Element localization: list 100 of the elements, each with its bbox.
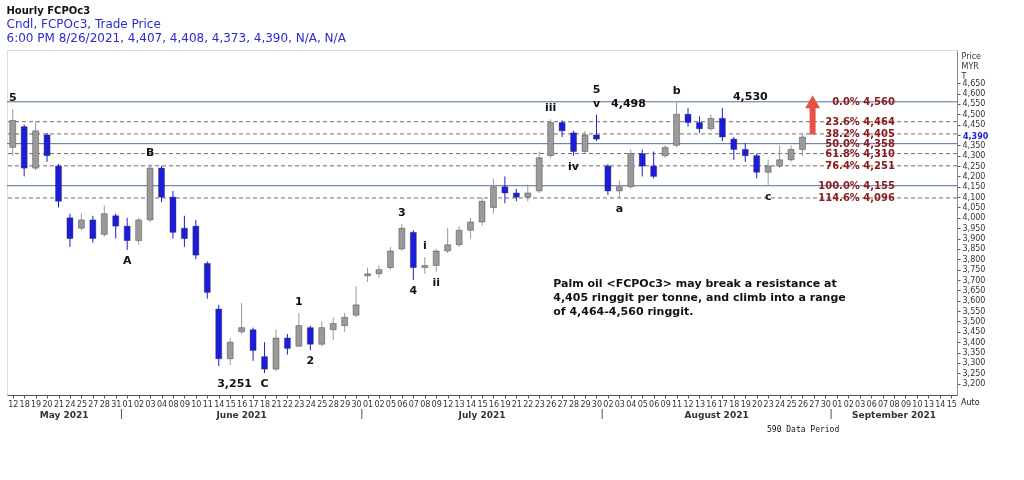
candlestick bbox=[89, 215, 97, 244]
x-tick-label: 14 bbox=[935, 399, 946, 409]
x-tick-label: 07 bbox=[408, 399, 419, 409]
x-tick-label: 15 bbox=[477, 399, 488, 409]
candlestick bbox=[570, 130, 577, 157]
candlestick bbox=[444, 227, 451, 254]
x-tick-label: 02 bbox=[603, 399, 614, 409]
x-tick-label: 18 bbox=[729, 399, 740, 409]
candlestick bbox=[742, 142, 749, 163]
candlestick bbox=[330, 316, 337, 341]
y-tick-label: 4,350 bbox=[962, 140, 986, 150]
candlestick bbox=[490, 177, 497, 215]
x-tick-label: 26 bbox=[546, 399, 557, 409]
annotation: Palm oil <FCPOc3> may break a resistance at 4,405 ringgit per tonne, and climb into a range of 4,464-4,560 ringgit. bbox=[553, 276, 846, 318]
x-tick-label: 08 bbox=[168, 399, 179, 409]
annotation: 5 bbox=[592, 82, 601, 96]
candlestick bbox=[719, 107, 726, 142]
y-tick-label: 4,550 bbox=[962, 99, 986, 109]
annotation: 5 bbox=[8, 91, 17, 105]
y-tick-label: 3,600 bbox=[962, 296, 986, 306]
x-tick-label: 29 bbox=[580, 399, 591, 409]
candlestick bbox=[478, 196, 486, 227]
y-tick-label: 3,300 bbox=[962, 358, 986, 368]
x-tick-label: 16 bbox=[706, 399, 717, 409]
annotation: iii bbox=[545, 101, 557, 115]
candlestick bbox=[66, 213, 74, 248]
x-tick-label: 24 bbox=[775, 399, 786, 409]
x-tick-label: 18 bbox=[259, 399, 271, 409]
x-tick-label: 28 bbox=[328, 399, 339, 409]
annotation: C bbox=[260, 377, 269, 391]
x-tick-label: 02 bbox=[374, 399, 385, 409]
candlestick bbox=[581, 130, 589, 155]
y-tick-label: 4,500 bbox=[962, 109, 986, 119]
x-tick-label: 04 bbox=[626, 399, 637, 409]
x-tick-label: 06 bbox=[649, 399, 660, 409]
x-tick-label: 13 bbox=[694, 399, 706, 409]
candlestick bbox=[639, 148, 646, 177]
candlestick bbox=[226, 337, 234, 366]
x-tick-label: 22 bbox=[523, 399, 534, 409]
text: July 2021 bbox=[457, 410, 506, 420]
x-tick-label: 31 bbox=[111, 399, 122, 409]
candlestick bbox=[284, 333, 291, 356]
candlestick bbox=[398, 223, 406, 252]
x-tick-label: 30 bbox=[820, 399, 831, 409]
x-tick-label: 27 bbox=[809, 399, 820, 409]
candlestick bbox=[318, 320, 325, 347]
x-tick-label: 05 bbox=[637, 399, 648, 409]
x-tick-label: 21 bbox=[511, 399, 522, 409]
x-tick-label: 30 bbox=[351, 399, 362, 409]
annotation: 1 bbox=[295, 295, 303, 309]
x-tick-label: 25 bbox=[317, 399, 328, 409]
chart-subtitle: Cndl, FCPOc3, Trade Price 6:00 PM 8/26/2021, 4,407, 4,408, 4,373, 4,390, N/A, N/A bbox=[6, 17, 347, 45]
x-tick-label: 19 bbox=[740, 399, 751, 409]
x-tick-label: 16 bbox=[237, 399, 248, 409]
x-tick-label: 11 bbox=[671, 399, 683, 409]
y-tick-label: 3,400 bbox=[962, 337, 986, 347]
x-tick-label: 06 bbox=[397, 399, 408, 409]
x-tick-label: 23 bbox=[763, 399, 774, 409]
x-tick-label: 19 bbox=[500, 399, 511, 409]
ref-line-label: 114.6% 4,096 bbox=[818, 191, 896, 203]
candlestick bbox=[375, 265, 383, 279]
candlestick bbox=[501, 175, 509, 204]
x-tick-label: 01 bbox=[362, 399, 374, 409]
y-tick-label: 3,850 bbox=[962, 244, 986, 254]
y-tick-label: 3,450 bbox=[962, 327, 986, 337]
y-tick-label: 4,150 bbox=[962, 182, 986, 192]
x-tick-label: 30 bbox=[591, 399, 603, 409]
y-tick-label: 3,750 bbox=[962, 265, 986, 275]
annotation: b bbox=[672, 83, 681, 97]
x-tick-label: 18 bbox=[19, 399, 30, 409]
candlestick bbox=[467, 217, 474, 240]
candlestick bbox=[307, 325, 314, 351]
x-tick-label: 09 bbox=[900, 399, 912, 409]
x-tick-label: 27 bbox=[88, 399, 99, 409]
annotation: 4 bbox=[409, 284, 418, 297]
ref-line-label: 0.0% 4,560 bbox=[832, 95, 896, 107]
x-tick-label: 21 bbox=[53, 399, 65, 409]
x-tick-label: 09 bbox=[660, 399, 671, 409]
candlestick bbox=[593, 114, 600, 142]
ref-line-label: 61.8% 4,310 bbox=[825, 147, 896, 159]
candlestick bbox=[558, 119, 566, 138]
candlestick bbox=[455, 225, 463, 248]
y-tick-label: 3,650 bbox=[962, 285, 986, 295]
x-tick-label: 24 bbox=[305, 399, 316, 409]
text: May 2021 bbox=[39, 410, 89, 420]
y-tick-label: 3,800 bbox=[962, 254, 986, 264]
x-tick-label: 15 bbox=[225, 399, 236, 409]
text: June 2021 bbox=[215, 410, 267, 420]
x-tick-label: 27 bbox=[557, 399, 568, 409]
y-tick-label: 4,000 bbox=[962, 213, 986, 223]
ref-line-label: 38.2% 4,405 bbox=[825, 127, 896, 139]
y-tick-label: 4,250 bbox=[962, 161, 986, 171]
x-tick-label: 17 bbox=[717, 399, 728, 409]
x-tick-label: 12 bbox=[8, 399, 19, 409]
annotation: v bbox=[592, 96, 601, 110]
y-tick-label: 4,600 bbox=[962, 89, 986, 99]
y-tick-label: 4,450 bbox=[962, 120, 986, 130]
x-tick-label: 12 bbox=[683, 399, 694, 409]
candlestick bbox=[776, 144, 783, 169]
candlestick bbox=[238, 302, 245, 335]
